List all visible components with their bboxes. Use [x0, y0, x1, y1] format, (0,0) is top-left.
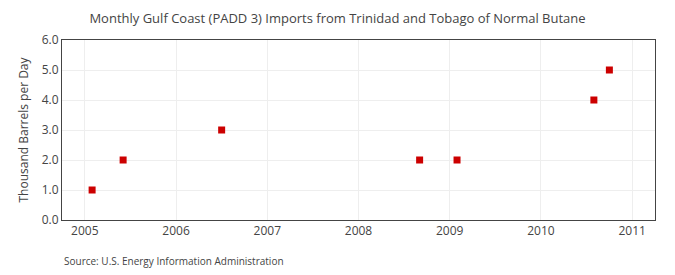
svg-text:2009: 2009: [436, 222, 464, 239]
svg-text:3.0: 3.0: [42, 121, 59, 138]
svg-text:0.0: 0.0: [42, 211, 59, 228]
svg-text:2008: 2008: [345, 222, 373, 239]
svg-text:2011: 2011: [618, 222, 645, 239]
svg-text:Monthly Gulf Coast (PADD 3) Im: Monthly Gulf Coast (PADD 3) Imports from…: [89, 9, 585, 27]
svg-text:1.0: 1.0: [42, 181, 59, 198]
svg-text:Thousand Barrels per Day: Thousand Barrels per Day: [15, 56, 32, 202]
svg-text:4.0: 4.0: [42, 91, 59, 108]
svg-text:2.0: 2.0: [42, 151, 59, 168]
svg-text:2010: 2010: [527, 222, 555, 239]
svg-text:2006: 2006: [162, 222, 190, 239]
svg-text:5.0: 5.0: [42, 61, 59, 78]
svg-text:2007: 2007: [254, 222, 282, 239]
svg-text:2005: 2005: [71, 222, 99, 239]
svg-text:Source: U.S. Energy Informatio: Source: U.S. Energy Information Administ…: [64, 254, 284, 268]
svg-text:6.0: 6.0: [42, 31, 59, 48]
